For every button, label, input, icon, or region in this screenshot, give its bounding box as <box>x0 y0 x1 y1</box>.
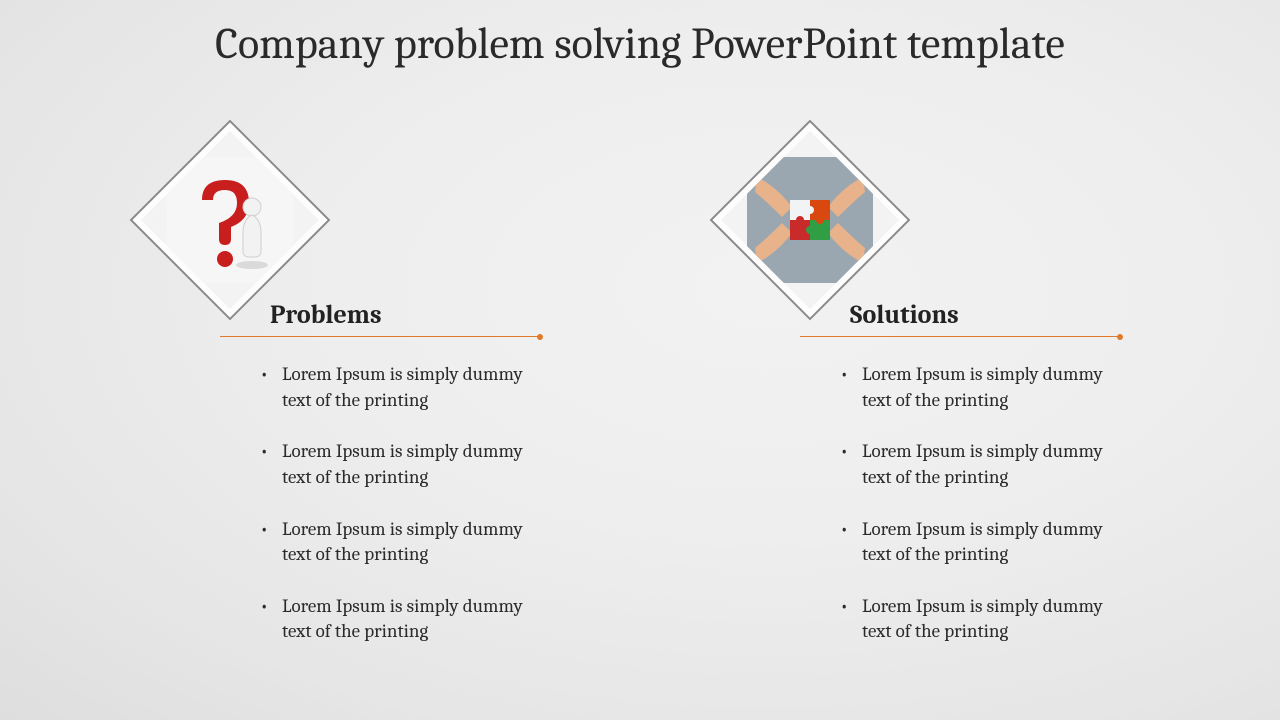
divider-dot <box>1117 334 1123 340</box>
divider-solutions <box>800 336 1120 338</box>
columns-container: Problems Lorem Ipsum is simply dummy tex… <box>0 120 1280 671</box>
diamond-problems <box>130 120 330 320</box>
list-item: Lorem Ipsum is simply dummy text of the … <box>260 439 540 490</box>
list-item: Lorem Ipsum is simply dummy text of the … <box>840 362 1120 413</box>
divider-line <box>800 336 1120 337</box>
divider-dot <box>537 334 543 340</box>
puzzle-hands-icon <box>721 131 899 309</box>
list-item: Lorem Ipsum is simply dummy text of the … <box>840 517 1120 568</box>
column-problems: Problems Lorem Ipsum is simply dummy tex… <box>160 120 540 671</box>
divider-line <box>220 336 540 337</box>
bullets-solutions: Lorem Ipsum is simply dummy text of the … <box>740 362 1120 645</box>
list-item: Lorem Ipsum is simply dummy text of the … <box>260 517 540 568</box>
divider-problems <box>220 336 540 338</box>
diamond-solutions <box>710 120 910 320</box>
list-item: Lorem Ipsum is simply dummy text of the … <box>260 594 540 645</box>
list-item: Lorem Ipsum is simply dummy text of the … <box>260 362 540 413</box>
question-figure-icon <box>141 131 319 309</box>
slide-title: Company problem solving PowerPoint templ… <box>0 18 1280 69</box>
list-item: Lorem Ipsum is simply dummy text of the … <box>840 439 1120 490</box>
column-solutions: Solutions Lorem Ipsum is simply dummy te… <box>740 120 1120 671</box>
list-item: Lorem Ipsum is simply dummy text of the … <box>840 594 1120 645</box>
slide: Company problem solving PowerPoint templ… <box>0 0 1280 720</box>
bullets-problems: Lorem Ipsum is simply dummy text of the … <box>160 362 540 645</box>
